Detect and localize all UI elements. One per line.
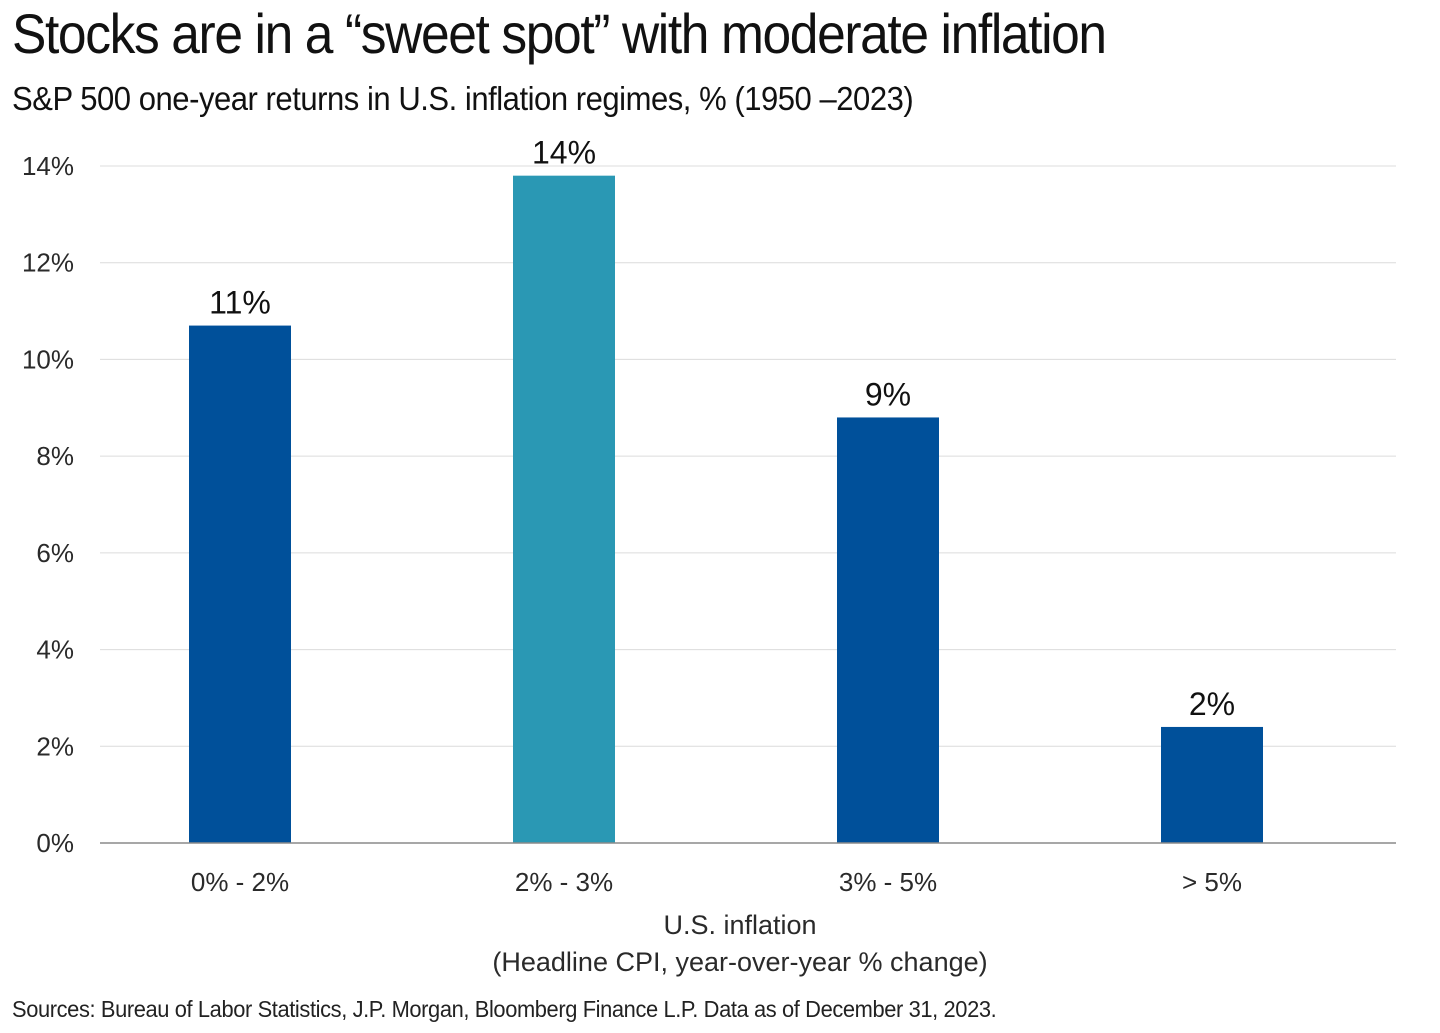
y-tick-label: 10% <box>22 344 74 374</box>
x-tick-label: 2% - 3% <box>515 867 613 897</box>
bar <box>1161 726 1263 843</box>
data-label: 11% <box>209 285 271 321</box>
bar <box>189 325 291 843</box>
data-labels: 11% 14% 9% 2% <box>209 135 1235 722</box>
y-tick-label: 6% <box>36 538 74 568</box>
x-tick-label: 0% - 2% <box>191 867 289 897</box>
x-axis-title: U.S. inflation <box>663 910 816 940</box>
chart-title: Stocks are in a “sweet spot” with modera… <box>12 2 1107 65</box>
y-tick-label: 0% <box>36 828 74 858</box>
data-label: 2% <box>1189 686 1235 722</box>
bar <box>837 417 939 843</box>
y-tick-label: 2% <box>36 731 74 761</box>
y-tick-label: 12% <box>22 248 74 278</box>
y-axis-ticks: 0% 2% 4% 6% 8% 10% 12% 14% <box>22 151 74 858</box>
x-axis-ticks: 0% - 2% 2% - 3% 3% - 5% > 5% <box>191 867 1242 897</box>
source-note: Sources: Bureau of Labor Statistics, J.P… <box>12 996 997 1022</box>
bars <box>189 175 1263 843</box>
x-tick-label: > 5% <box>1182 867 1242 897</box>
chart-subtitle: S&P 500 one-year returns in U.S. inflati… <box>12 80 914 117</box>
data-label: 14% <box>532 135 596 171</box>
y-tick-label: 14% <box>22 151 74 181</box>
y-tick-label: 4% <box>36 635 74 665</box>
data-label: 9% <box>865 376 911 412</box>
x-axis-subtitle: (Headline CPI, year-over-year % change) <box>492 947 987 977</box>
y-tick-label: 8% <box>36 441 74 471</box>
bar <box>513 175 615 843</box>
x-tick-label: 3% - 5% <box>839 867 937 897</box>
gridlines <box>100 165 1396 747</box>
